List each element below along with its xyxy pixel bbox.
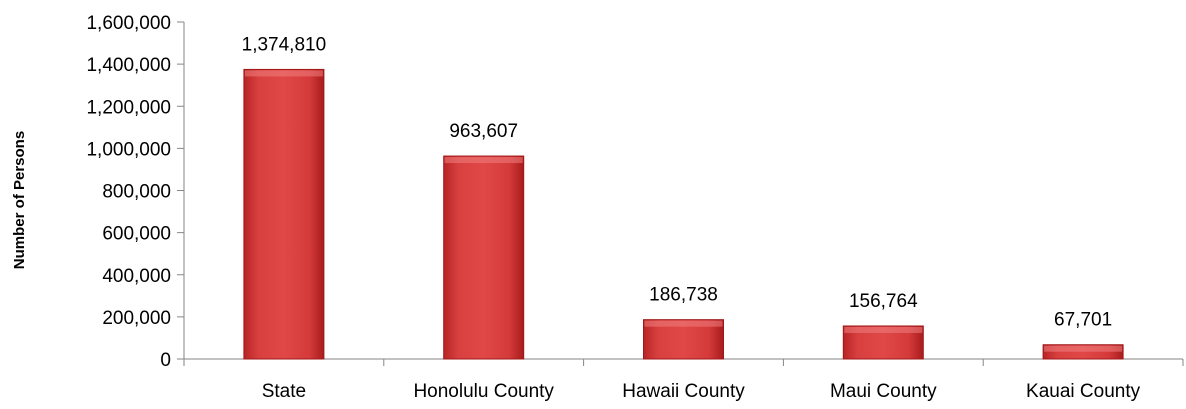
bar xyxy=(243,68,325,360)
bar-series: 1,374,810 963,607 186,738 156,764 67,701 xyxy=(242,34,1124,360)
bar xyxy=(443,155,525,360)
x-category-label: Kauai County xyxy=(1026,381,1141,402)
y-tick-label: 200,000 xyxy=(102,308,171,329)
y-tick-label: 800,000 xyxy=(102,182,171,203)
y-axis-title: Number of Persons xyxy=(11,131,28,269)
y-tick-label: 1,000,000 xyxy=(86,139,171,160)
y-tick-label: 600,000 xyxy=(102,224,171,245)
y-tick-label: 1,400,000 xyxy=(86,55,171,76)
x-category-label: Maui County xyxy=(830,381,937,402)
data-label: 67,701 xyxy=(1054,310,1112,331)
x-category-label: State xyxy=(262,381,306,402)
bar-highlight xyxy=(444,157,523,164)
bar-highlight xyxy=(1044,345,1123,352)
y-tick-label: 1,200,000 xyxy=(86,97,171,118)
bar-highlight xyxy=(644,320,723,327)
bar-highlight xyxy=(244,70,323,77)
data-label: 963,607 xyxy=(449,121,518,142)
x-category-label: Hawaii County xyxy=(622,381,745,402)
y-tick-label: 400,000 xyxy=(102,266,171,287)
y-tick-label: 1,600,000 xyxy=(86,13,171,34)
bar-highlight xyxy=(844,326,923,333)
y-axis: 0 200,000 400,000 600,000 800,000 1,000,000 1,… xyxy=(86,13,185,371)
x-axis: State Honolulu County Hawaii County Maui Co… xyxy=(183,358,1184,402)
data-label: 186,738 xyxy=(649,285,718,306)
data-label: 156,764 xyxy=(849,291,918,312)
data-label: 1,374,810 xyxy=(242,34,327,55)
y-tick-label: 0 xyxy=(160,350,171,371)
x-category-label: Honolulu County xyxy=(413,381,554,402)
